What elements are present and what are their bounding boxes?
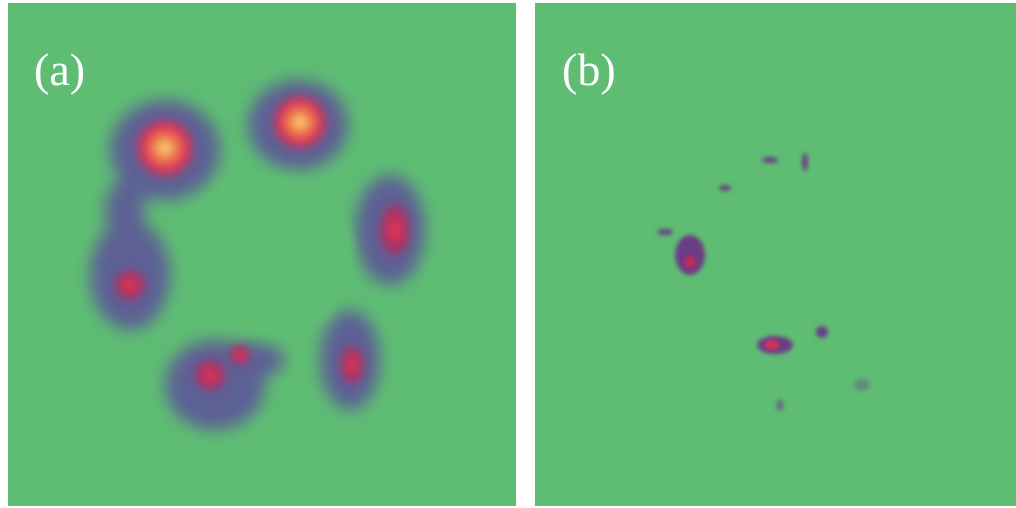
figure: (a) (b)	[0, 0, 1016, 508]
panel-a: (a)	[8, 3, 516, 506]
panel-label: (a)	[34, 44, 85, 95]
panel-b: (b)	[535, 3, 1016, 506]
panel-label: (b)	[562, 44, 616, 95]
ring-hole	[183, 175, 353, 335]
